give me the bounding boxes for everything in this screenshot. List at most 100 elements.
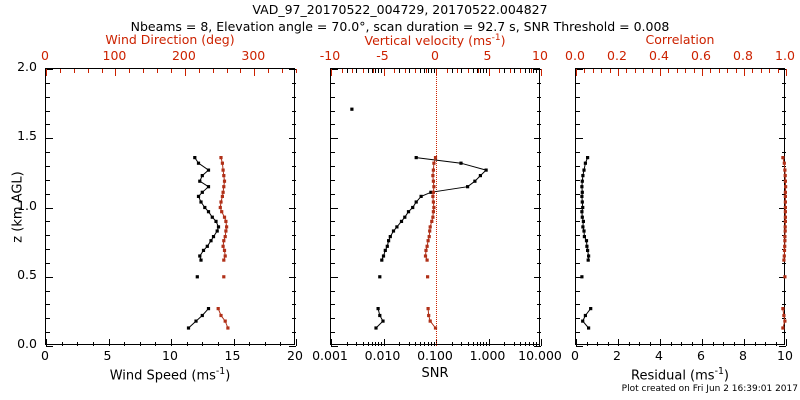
series-marker [222, 275, 226, 279]
axis-tick [576, 332, 580, 334]
series-marker [581, 205, 585, 210]
series-marker [222, 174, 226, 178]
axis-tick [537, 179, 541, 181]
axis-tick [46, 193, 50, 195]
axis-tick [676, 69, 678, 73]
series-marker [433, 326, 438, 330]
axis-tick [420, 342, 422, 346]
axis-tick [451, 69, 453, 73]
axis-tick [446, 69, 448, 73]
axis-tick [331, 318, 335, 320]
series-marker [432, 161, 436, 165]
series-marker [429, 190, 433, 194]
axis-tick [46, 346, 53, 347]
axis-tick [499, 69, 500, 73]
axis-tick [425, 69, 427, 73]
series-marker [478, 174, 482, 178]
series-marker [388, 235, 392, 239]
top-axis-tick-label: 0 [41, 48, 49, 63]
axis-tick [786, 69, 787, 76]
axis-tick [289, 207, 296, 209]
axis-tick [782, 304, 786, 306]
axis-tick [537, 124, 541, 126]
x-axis-label: Wind Speed (ms-1) [109, 366, 231, 384]
top-axis-tick-label: 0.2 [607, 48, 627, 63]
top-axis-tick-label: 0.0 [565, 48, 585, 63]
axis-tick [461, 342, 463, 346]
series-marker [411, 205, 415, 210]
axis-tick [584, 69, 586, 73]
axis-tick [399, 342, 401, 346]
x-axis-tick-label: 0 [41, 348, 49, 363]
series-marker [783, 205, 787, 210]
series-marker [222, 215, 227, 219]
axis-tick [534, 346, 541, 347]
series-line-wind-speed [188, 308, 209, 329]
series-marker [193, 156, 197, 160]
series-marker [221, 168, 225, 172]
axis-tick [331, 138, 338, 140]
axis-tick [529, 69, 531, 73]
series-marker [433, 156, 438, 160]
axis-tick [480, 342, 482, 346]
series-marker [427, 313, 431, 318]
axis-tick [777, 69, 779, 73]
series-line-snr [375, 308, 384, 329]
axis-tick [383, 339, 385, 346]
axis-tick [46, 179, 50, 181]
axis-tick [331, 69, 332, 76]
axis-tick [520, 69, 521, 73]
series-marker [581, 219, 585, 223]
axis-tick [77, 342, 79, 346]
series-marker [781, 307, 785, 311]
series-marker [425, 244, 429, 248]
x-axis-tick-label: 1.000 [469, 348, 506, 363]
top-axis-label: Vertical velocity (ms-1) [364, 33, 506, 49]
axis-tick [280, 342, 282, 346]
axis-tick [488, 339, 490, 346]
axis-tick [289, 346, 296, 347]
axis-tick [268, 69, 270, 73]
axis-tick [532, 69, 534, 73]
axis-tick [415, 69, 416, 73]
axis-tick [779, 69, 786, 70]
axis-tick [576, 69, 583, 70]
y-axis-tick-label: 0.0 [17, 336, 37, 351]
series-line-residual [582, 308, 592, 329]
series-marker [428, 229, 432, 233]
axis-tick [782, 110, 786, 112]
axis-tick [576, 221, 580, 223]
axis-tick [534, 276, 541, 278]
axis-tick [769, 69, 771, 73]
axis-tick [184, 69, 186, 76]
axis-tick [427, 69, 429, 73]
axis-tick [537, 193, 541, 195]
axis-tick [782, 262, 786, 264]
series-marker [580, 179, 584, 183]
axis-tick [296, 339, 297, 346]
axis-tick [609, 69, 611, 73]
axis-tick [532, 342, 534, 346]
axis-tick [331, 110, 335, 112]
axis-tick [383, 69, 385, 76]
axis-tick [744, 339, 745, 346]
axis-tick [685, 69, 687, 73]
axis-tick [129, 69, 131, 73]
series-marker [586, 156, 590, 160]
series-marker [220, 161, 224, 165]
series-marker [216, 225, 221, 229]
axis-tick [399, 69, 401, 73]
axis-tick [691, 342, 693, 346]
series-marker [406, 210, 411, 214]
axis-tick [628, 342, 630, 346]
axis-tick [660, 339, 661, 346]
top-axis-tick-label: 0.6 [691, 48, 711, 63]
axis-tick [331, 262, 335, 264]
x-axis-tick-label: 5 [103, 348, 112, 363]
axis-tick [46, 249, 50, 251]
series-marker [206, 210, 211, 214]
axis-tick [483, 69, 485, 73]
series-marker [219, 313, 223, 318]
axis-tick [592, 69, 594, 73]
